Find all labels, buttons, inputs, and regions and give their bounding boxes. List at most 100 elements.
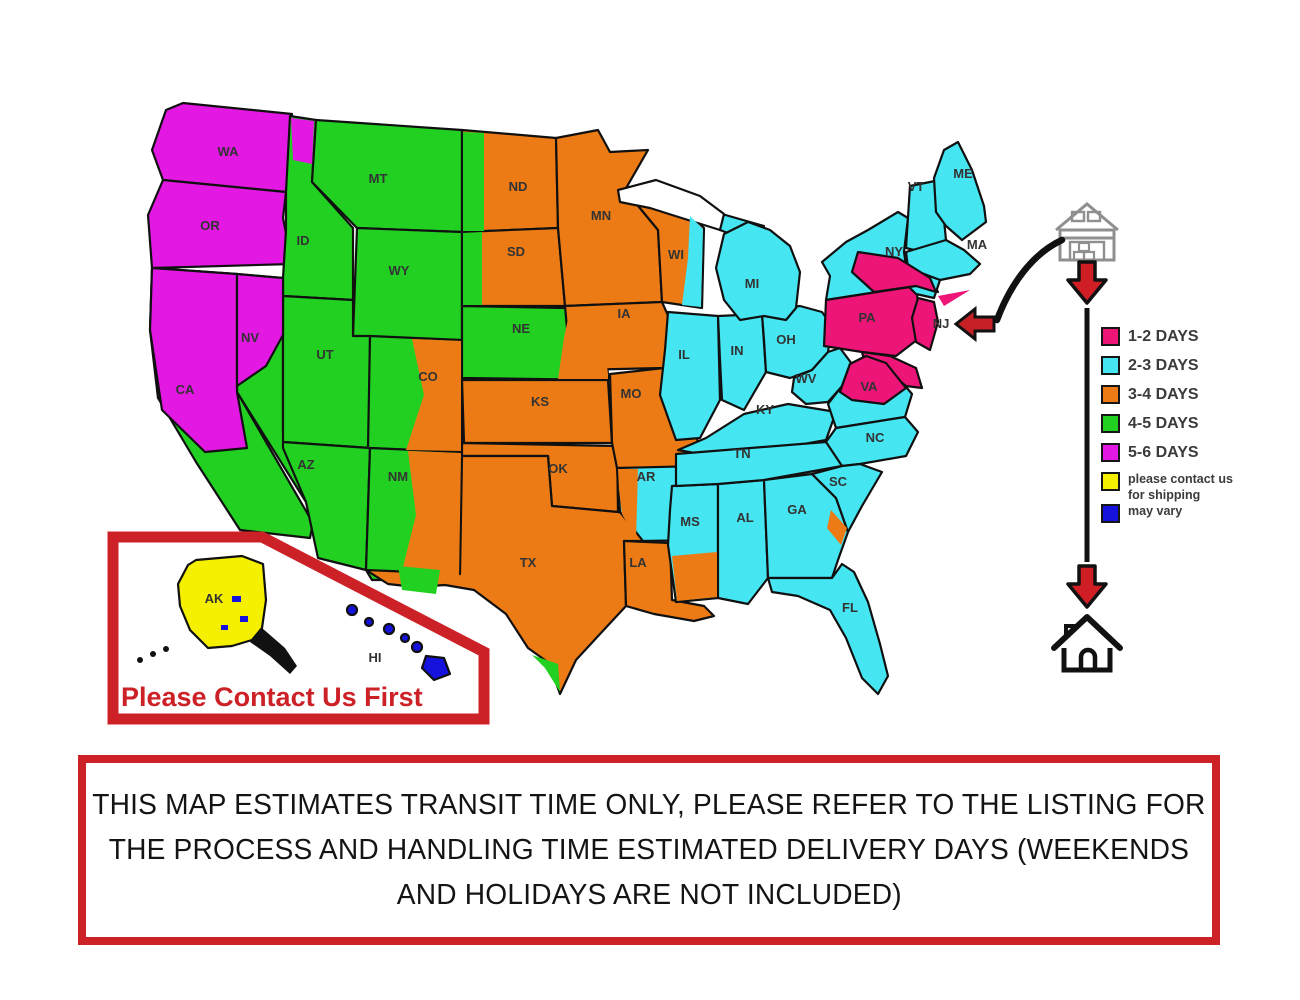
home-icon [1051,614,1123,673]
overlay-nd-west [463,132,484,231]
state-label-mi: MI [745,276,759,291]
legend-swatch [1101,385,1120,404]
state-label-me: ME [953,166,973,181]
warehouse-icon [1055,202,1119,262]
legend-swatch [1101,443,1120,462]
state-ak [176,554,268,650]
state-label-ky: KY [756,402,774,417]
state-label-or: OR [200,218,220,233]
overlay-co-east [406,339,461,451]
state-label-co: CO [418,369,438,384]
down-arrow-icon [1066,260,1108,305]
hawaii-big-island [420,654,452,682]
state-label-ga: GA [787,502,807,517]
legend-label: 4-5 DAYS [1128,414,1199,432]
legend-item: 1-2 DAYS [1101,327,1291,346]
state-label-mo: MO [621,386,642,401]
alaska-panhandle [250,628,297,674]
state-label-sd: SD [507,244,525,259]
state-or [146,178,294,270]
legend-swatch [1101,472,1120,491]
state-mi [714,220,802,322]
overlay-ga-coast-spot [827,510,847,545]
state-label-nj: NJ [933,316,950,331]
state-label-nm: NM [388,469,408,484]
state-label-hi: HI [369,650,382,665]
state-label-ms: MS [680,514,700,529]
legend: 1-2 DAYS 2-3 DAYS 3-4 DAYS 4-5 DAYS 5-6 DAYS… [1101,327,1291,524]
hawaii-island [399,632,411,644]
hawaii-island [345,603,359,617]
state-label-in: IN [731,343,744,358]
state-label-wv: WV [796,371,817,386]
legend-swatch [1101,327,1120,346]
legend-label: may vary [1128,504,1183,519]
state-label-ks: KS [531,394,549,409]
legend-swatch [1101,414,1120,433]
hawaii-island [363,616,375,628]
state-sc [810,462,884,534]
legend-label: 2-3 DAYS [1128,356,1199,374]
overlay-wi-east [682,216,703,307]
state-overlays [148,118,970,692]
state-label-id: ID [297,233,310,248]
disclaimer-line-1: THIS MAP ESTIMATES TRANSIT TIME ONLY, PL… [92,788,1206,821]
overlay-sd-west [463,232,482,305]
legend-label: please contact us for shipping [1128,472,1233,502]
overlay-ca-north [148,266,249,454]
aleutian-island-dot [150,651,156,657]
state-label-mt: MT [369,171,388,186]
inset-message: Please Contact Us First [121,682,423,712]
overlay-nv-north [235,272,285,388]
state-label-nv: NV [241,330,259,345]
state-label-ny: NY [885,244,903,259]
legend-item: 2-3 DAYS [1101,356,1291,375]
state-label-ut: UT [316,347,333,362]
state-al [716,478,770,606]
state-me [932,140,988,242]
state-label-wi: WI [668,247,684,262]
legend-label: 3-4 DAYS [1128,385,1199,403]
state-label-ia: IA [618,306,632,321]
alaska-lake-speck [221,625,228,630]
legend-label: 5-6 DAYS [1128,443,1199,461]
aleutian-island-dot [137,657,143,663]
state-label-mn: MN [591,208,611,223]
overlay-long-island [938,290,970,306]
state-label-ma: MA [967,237,988,252]
state-label-sc: SC [829,474,848,489]
alaska-lake-speck [240,616,248,622]
state-label-wa: WA [218,144,240,159]
state-label-ca: CA [176,382,195,397]
disclaimer-line-3: AND HOLIDAYS ARE NOT INCLUDED) [396,878,902,911]
state-il [658,310,722,442]
alaska-lake-speck [232,596,241,602]
state-nj [910,296,940,352]
disclaimer-line-2: THE PROCESS AND HANDLING TIME ESTIMATED … [108,833,1190,866]
state-label-la: LA [629,555,647,570]
state-label-ok: OK [548,461,568,476]
down-arrow-icon [1066,564,1108,609]
overlay-ar-west [618,469,638,540]
state-nc [824,415,920,468]
state-label-nc: NC [866,430,885,445]
state-label-wy: WY [389,263,410,278]
michigan-upper-peninsula-west [616,178,726,232]
legend-item: 3-4 DAYS [1101,385,1291,404]
state-label-fl: FL [842,600,858,615]
state-label-al: AL [736,510,753,525]
overlay-id-panhandle [291,118,314,164]
hawaii-island [382,622,396,636]
hawaii-island [410,640,424,654]
state-label-tx: TX [520,555,537,570]
legend-item: 4-5 DAYS [1101,414,1291,433]
state-label-il: IL [678,347,690,362]
state-in [716,312,768,412]
state-label-va: VA [860,379,878,394]
overlay-tx-south-tip [532,655,560,692]
state-label-ak: AK [205,591,224,606]
aleutian-island-dot [163,646,169,652]
state-fl [766,562,890,696]
